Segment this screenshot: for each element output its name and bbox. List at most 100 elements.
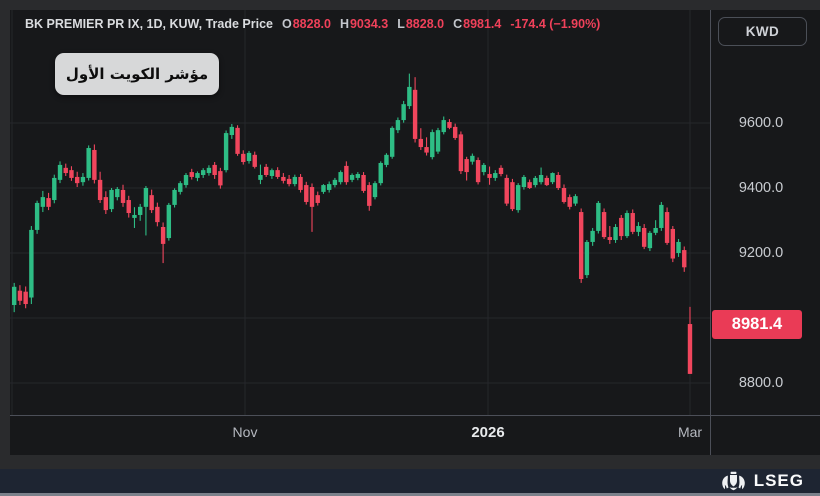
candle[interactable] xyxy=(74,176,80,184)
candle[interactable] xyxy=(475,160,481,183)
candle[interactable] xyxy=(40,197,46,207)
candle[interactable] xyxy=(361,175,366,191)
candle[interactable] xyxy=(206,167,212,174)
candle[interactable] xyxy=(401,104,406,121)
candle[interactable] xyxy=(103,197,109,211)
candle[interactable] xyxy=(538,175,544,183)
candle[interactable] xyxy=(653,227,658,233)
candle[interactable] xyxy=(544,177,550,186)
candle[interactable] xyxy=(223,133,229,171)
candle[interactable] xyxy=(424,147,429,153)
candle[interactable] xyxy=(281,176,286,181)
candle[interactable] xyxy=(349,175,355,180)
candle[interactable] xyxy=(613,227,618,240)
candle[interactable] xyxy=(389,127,395,157)
candle[interactable] xyxy=(69,170,74,178)
candle[interactable] xyxy=(34,202,40,230)
candle[interactable] xyxy=(183,175,189,186)
candle[interactable] xyxy=(573,196,578,204)
candle[interactable] xyxy=(80,176,86,183)
candle[interactable] xyxy=(252,154,257,167)
candle[interactable] xyxy=(195,173,200,178)
candle[interactable] xyxy=(92,149,97,180)
candle[interactable] xyxy=(166,204,172,239)
candle[interactable] xyxy=(659,204,664,228)
candle[interactable] xyxy=(304,185,309,202)
candle[interactable] xyxy=(143,188,149,207)
candle[interactable] xyxy=(120,189,126,203)
candle[interactable] xyxy=(12,286,17,305)
candle[interactable] xyxy=(149,195,154,211)
candle[interactable] xyxy=(670,228,676,259)
candle[interactable] xyxy=(487,174,492,178)
candle[interactable] xyxy=(527,182,532,188)
candle[interactable] xyxy=(412,89,418,139)
candle[interactable] xyxy=(521,176,527,188)
candle[interactable] xyxy=(664,212,670,243)
candle[interactable] xyxy=(515,185,521,211)
candle[interactable] xyxy=(292,176,298,185)
candle[interactable] xyxy=(481,164,487,173)
candle[interactable] xyxy=(458,134,464,172)
candle[interactable] xyxy=(641,227,647,247)
candle[interactable] xyxy=(332,179,338,186)
candle[interactable] xyxy=(137,206,143,215)
candle[interactable] xyxy=(378,162,383,184)
candle[interactable] xyxy=(533,177,538,186)
candle[interactable] xyxy=(52,177,57,201)
candle[interactable] xyxy=(235,127,240,154)
candle[interactable] xyxy=(241,153,246,162)
candle[interactable] xyxy=(218,171,223,186)
candle[interactable] xyxy=(178,183,183,192)
candle[interactable] xyxy=(367,185,372,206)
candle[interactable] xyxy=(578,212,584,279)
candle[interactable] xyxy=(470,155,475,162)
candle[interactable] xyxy=(286,178,292,185)
candle[interactable] xyxy=(498,167,504,175)
candle[interactable] xyxy=(200,170,206,175)
candle[interactable] xyxy=(561,188,567,202)
candle[interactable] xyxy=(372,183,378,198)
candle[interactable] xyxy=(109,189,114,210)
candle[interactable] xyxy=(584,241,590,276)
candle[interactable] xyxy=(407,86,412,107)
candle[interactable] xyxy=(29,229,34,298)
candle[interactable] xyxy=(229,126,235,136)
candle[interactable] xyxy=(275,170,280,177)
candle[interactable] xyxy=(636,226,641,232)
candle[interactable] xyxy=(510,182,515,210)
candle[interactable] xyxy=(430,132,435,158)
candle[interactable] xyxy=(86,148,91,178)
candle[interactable] xyxy=(624,213,630,237)
candle[interactable] xyxy=(464,159,469,173)
candle[interactable] xyxy=(493,173,498,178)
candle[interactable] xyxy=(441,120,446,133)
candle[interactable] xyxy=(298,176,303,190)
candle[interactable] xyxy=(57,164,63,180)
candle[interactable] xyxy=(504,177,509,204)
candle[interactable] xyxy=(315,195,320,203)
candle[interactable] xyxy=(435,130,441,152)
candle[interactable] xyxy=(596,202,601,231)
candle[interactable] xyxy=(63,167,68,174)
candle[interactable] xyxy=(321,185,326,192)
candle[interactable] xyxy=(263,166,269,175)
candle[interactable] xyxy=(676,241,681,253)
candle[interactable] xyxy=(258,175,263,180)
candle[interactable] xyxy=(172,189,177,205)
candle[interactable] xyxy=(97,179,103,201)
candle[interactable] xyxy=(418,138,424,148)
candle[interactable] xyxy=(132,214,137,218)
candle[interactable] xyxy=(17,290,23,301)
candle[interactable] xyxy=(384,154,389,165)
candle[interactable] xyxy=(46,198,51,207)
candle[interactable] xyxy=(687,324,693,374)
candle[interactable] xyxy=(309,187,315,207)
candle[interactable] xyxy=(647,232,653,249)
candle[interactable] xyxy=(326,184,332,190)
candle[interactable] xyxy=(269,170,275,176)
candle[interactable] xyxy=(447,122,452,128)
candles[interactable] xyxy=(12,73,693,374)
candle[interactable] xyxy=(344,165,349,183)
